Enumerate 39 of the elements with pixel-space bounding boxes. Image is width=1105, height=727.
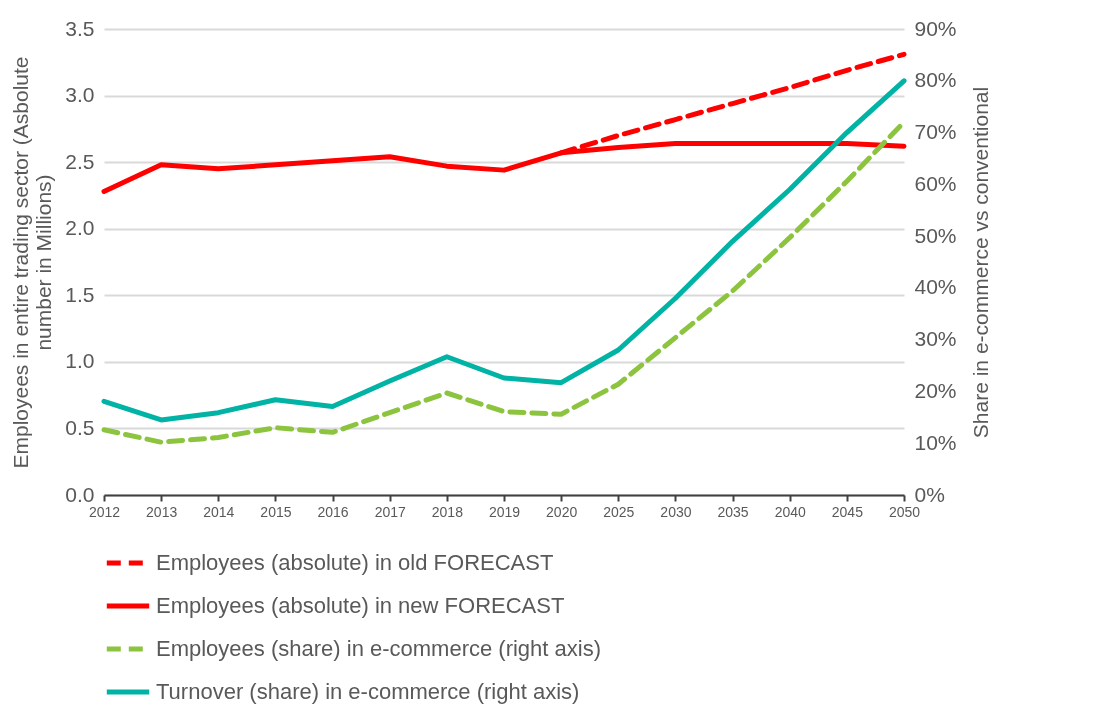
x-tick-label: 2014 <box>203 503 235 520</box>
y-tick-label: 2.0 <box>65 216 95 240</box>
x-tick-label: 2018 <box>431 503 464 520</box>
y-tick-label: 3.0 <box>65 83 95 107</box>
x-tick-label: 2020 <box>546 503 578 520</box>
y-tick-label: 2.5 <box>65 149 95 173</box>
y2-tick-label: 90% <box>914 16 957 40</box>
x-tick-label: 2035 <box>717 503 749 520</box>
y2-tick-label: 80% <box>914 68 957 92</box>
x-tick-label: 2017 <box>374 503 406 520</box>
legend-label: Employees (absolute) in old FORECAST <box>156 550 554 575</box>
x-tick-label: 2045 <box>831 503 864 520</box>
y2-tick-label: 70% <box>914 120 957 144</box>
y2-tick-label: 40% <box>914 275 957 299</box>
y2-axis-title: Share in e-commerce vs conventional <box>968 86 992 439</box>
y-tick-label: 1.5 <box>65 282 95 306</box>
y-tick-label: 0.5 <box>65 415 95 439</box>
x-tick-label: 2012 <box>88 503 121 520</box>
x-tick-label: 2050 <box>888 503 921 520</box>
y2-tick-label: 10% <box>914 430 957 454</box>
y2-tick-label: 0% <box>914 482 945 506</box>
legend-label: Turnover (share) in e-commerce (right axis) <box>156 679 580 704</box>
y-axis-title: Employees in entire trading sector (Asbolute number in Millions) <box>9 56 56 469</box>
y2-tick-label: 30% <box>914 327 957 351</box>
x-tick-label: 2013 <box>146 503 178 520</box>
y-tick-label: 1.0 <box>65 349 95 373</box>
x-tick-label: 2016 <box>317 503 349 520</box>
y-tick-label: 3.5 <box>65 16 95 40</box>
x-tick-label: 2025 <box>603 503 635 520</box>
y2-tick-label: 20% <box>914 378 957 402</box>
x-tick-label: 2015 <box>260 503 292 520</box>
y2-tick-label: 60% <box>914 171 957 195</box>
legend-label: Employees (share) in e-commerce (right axis) <box>156 636 602 661</box>
x-tick-label: 2019 <box>488 503 521 520</box>
x-tick-label: 2030 <box>660 503 692 520</box>
x-tick-label: 2040 <box>774 503 806 520</box>
y-tick-label: 0.0 <box>65 482 95 506</box>
y2-tick-label: 50% <box>914 223 957 247</box>
legend-label: Employees (absolute) in new FORECAST <box>156 593 565 618</box>
